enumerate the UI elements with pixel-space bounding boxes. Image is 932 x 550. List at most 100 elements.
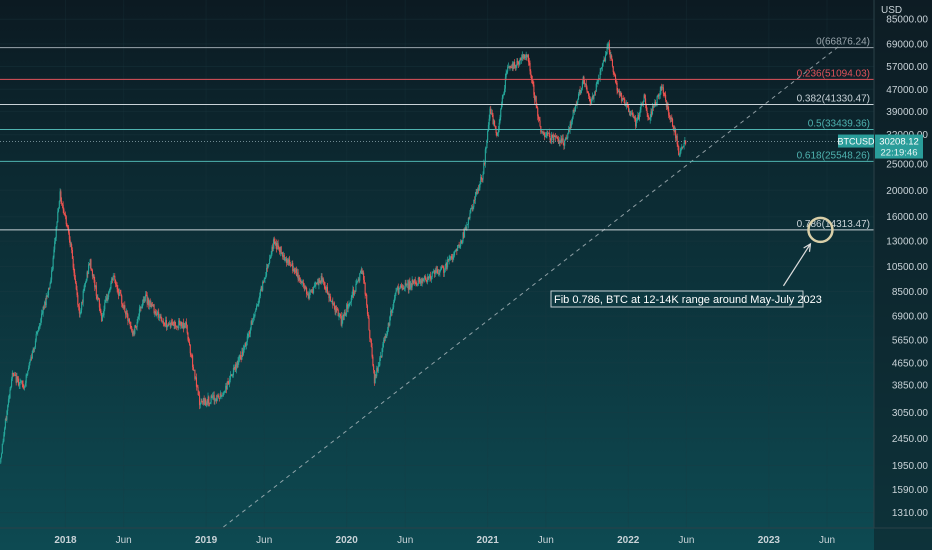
symbol-tag — [838, 134, 874, 148]
candle-body — [408, 281, 410, 290]
candle-body — [489, 108, 491, 119]
candle-body — [129, 321, 131, 326]
candle-body — [537, 116, 540, 119]
candle-body — [483, 163, 485, 174]
candle-body — [383, 339, 385, 342]
candle-body — [198, 395, 201, 406]
candle-body — [89, 259, 91, 265]
candle-body — [650, 111, 652, 118]
candle-body — [64, 214, 67, 217]
candle-body — [645, 104, 647, 111]
candle-body — [586, 87, 588, 92]
candle-body — [500, 103, 503, 110]
candle-body — [209, 402, 211, 404]
candle-body — [359, 273, 361, 281]
candle-body — [145, 294, 147, 298]
candle-body — [366, 294, 368, 306]
y-tick-label: 3850.00 — [892, 381, 929, 392]
candle-body — [668, 115, 671, 117]
candle-body — [572, 109, 574, 118]
candle-body — [562, 138, 564, 144]
price-axis[interactable]: USD 85000.00 69000.00 57000.00 47000.00 3900… — [881, 5, 928, 519]
candle-body — [9, 389, 11, 398]
candle-body — [100, 310, 102, 314]
candle-body — [360, 269, 362, 271]
candle-body — [682, 146, 684, 148]
candle-body — [484, 163, 486, 165]
candle-body — [588, 92, 590, 96]
candle-body — [180, 322, 182, 325]
candle-body — [441, 266, 443, 268]
candle-body — [329, 296, 332, 302]
y-tick-label: 25000.00 — [886, 159, 928, 170]
candle-body — [42, 306, 44, 314]
candle-body — [306, 287, 308, 295]
candle-body — [316, 282, 318, 284]
candle-body — [343, 311, 345, 317]
candle-body — [567, 128, 570, 134]
candle-body — [522, 55, 524, 59]
candle-body — [249, 328, 251, 334]
candle-body — [396, 289, 398, 292]
candle-body — [104, 302, 106, 310]
candle-body — [230, 374, 232, 376]
candle-body — [381, 348, 383, 357]
candle-body — [316, 282, 318, 283]
candle-body — [517, 60, 519, 63]
y-tick-label: 69000.00 — [886, 39, 928, 50]
candle-body — [434, 270, 436, 275]
candle-body — [326, 286, 328, 295]
candle-body — [339, 314, 341, 317]
candle-body — [322, 279, 324, 282]
candle-body — [157, 312, 159, 314]
candle-body — [234, 364, 236, 369]
candle-body — [592, 96, 594, 99]
candle-body — [604, 59, 606, 62]
candle-body — [74, 272, 76, 279]
candle-body — [215, 398, 217, 400]
candle-body — [116, 285, 118, 289]
candle-body — [267, 265, 269, 269]
candle-body — [357, 279, 359, 282]
candle-body — [281, 252, 283, 254]
candle-body — [623, 98, 625, 100]
candle-body — [291, 263, 293, 266]
candle-body — [283, 255, 285, 260]
candle-body — [535, 96, 537, 106]
candle-body — [418, 277, 420, 279]
candle-body — [640, 105, 642, 110]
candle-body — [72, 258, 74, 268]
candle-body — [397, 286, 399, 294]
candle-body — [663, 93, 665, 95]
candle-body — [178, 320, 181, 326]
candle-body — [361, 269, 363, 274]
candle-body — [665, 94, 667, 101]
candle-body — [356, 281, 358, 284]
candle-body — [148, 299, 150, 306]
candle-body — [442, 267, 444, 269]
symbol-tag-label: BTCUSD — [837, 137, 875, 147]
candle-body — [527, 55, 529, 58]
candle-body — [383, 339, 385, 344]
candle-body — [193, 369, 195, 371]
candle-body — [548, 132, 550, 136]
candle-body — [416, 283, 418, 286]
candle-body — [389, 316, 391, 326]
candle-body — [671, 118, 674, 127]
fib-label: 0(66876.24) — [816, 37, 870, 48]
candle-body — [95, 285, 97, 296]
candle-body — [156, 313, 158, 316]
candle-body — [499, 117, 501, 123]
candle-body — [369, 330, 371, 339]
candle-body — [109, 288, 111, 291]
candle-body — [641, 104, 643, 106]
candle-body — [51, 268, 53, 271]
candle-body — [61, 200, 63, 204]
candle-body — [480, 177, 482, 185]
candle-body — [638, 113, 640, 120]
time-axis[interactable]: 2018 Jun 2019 Jun 2020 Jun 2021 Jun 2022 Jun 2023 J… — [54, 535, 835, 546]
candle-body — [103, 309, 105, 316]
candle-body — [447, 259, 449, 261]
